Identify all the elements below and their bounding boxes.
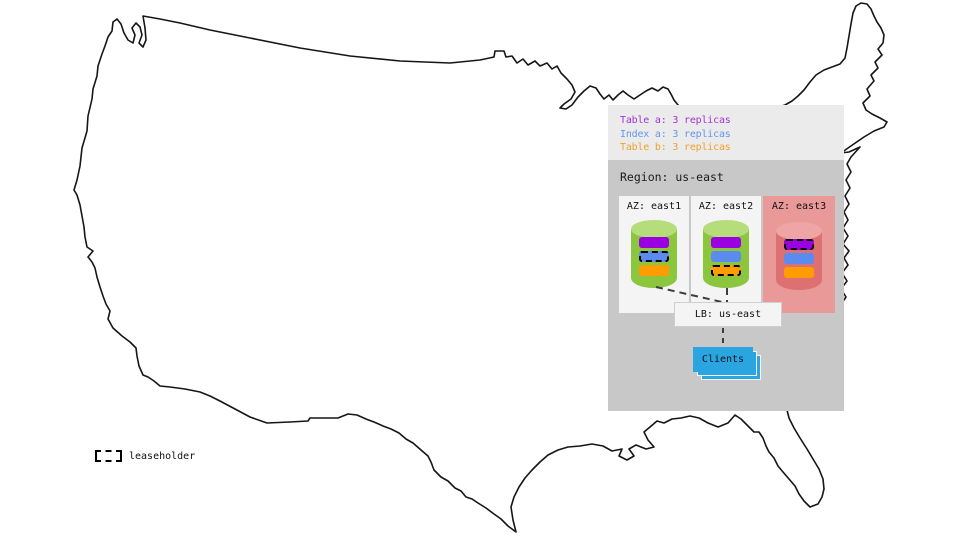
clients-box: Clients bbox=[693, 347, 753, 372]
replica-bands-east1 bbox=[639, 237, 669, 276]
replica-bands-east3 bbox=[784, 239, 814, 278]
az-label-east1: AZ: east1 bbox=[626, 201, 682, 212]
az-label-east3: AZ: east3 bbox=[771, 201, 827, 212]
table-a-replica-band bbox=[639, 237, 669, 248]
replica-legend-panel: Table a: 3 replicas Index a: 3 replicas … bbox=[608, 105, 844, 160]
legend-table-b: Table b: 3 replicas bbox=[620, 142, 731, 153]
az-box-east3: AZ: east3 bbox=[763, 196, 835, 313]
table-b-replica-band bbox=[639, 265, 669, 276]
database-cylinder-east1 bbox=[631, 220, 677, 288]
index-a-replica-band-leaseholder bbox=[639, 251, 669, 262]
legend-table-a: Table a: 3 replicas bbox=[620, 115, 731, 126]
legend-index-a: Index a: 3 replicas bbox=[620, 128, 731, 140]
leaseholder-key-label: leaseholder bbox=[129, 450, 196, 462]
replica-bands-east2 bbox=[711, 237, 741, 276]
load-balancer-box: LB: us-east bbox=[674, 302, 782, 327]
table-a-replica-band-leaseholder bbox=[784, 239, 814, 250]
connection-east1-lb bbox=[655, 286, 723, 303]
leaseholder-key: leaseholder bbox=[95, 450, 195, 462]
database-cylinder-east2 bbox=[703, 220, 749, 288]
table-a-replica-band bbox=[711, 237, 741, 248]
table-b-replica-band-leaseholder bbox=[711, 265, 741, 276]
az-box-east1: AZ: east1 bbox=[619, 196, 689, 313]
index-a-replica-band bbox=[784, 253, 814, 264]
az-label-east2: AZ: east2 bbox=[698, 201, 754, 212]
leaseholder-swatch-icon bbox=[95, 450, 122, 462]
index-a-replica-band bbox=[711, 251, 741, 262]
database-cylinder-east3 bbox=[776, 222, 822, 290]
region-panel-us-east: Region: us-east AZ: east1 AZ: east2 bbox=[608, 160, 844, 411]
clients-stack: Clients bbox=[693, 347, 763, 383]
region-title: Region: us-east bbox=[620, 170, 724, 184]
table-b-replica-band bbox=[784, 267, 814, 278]
